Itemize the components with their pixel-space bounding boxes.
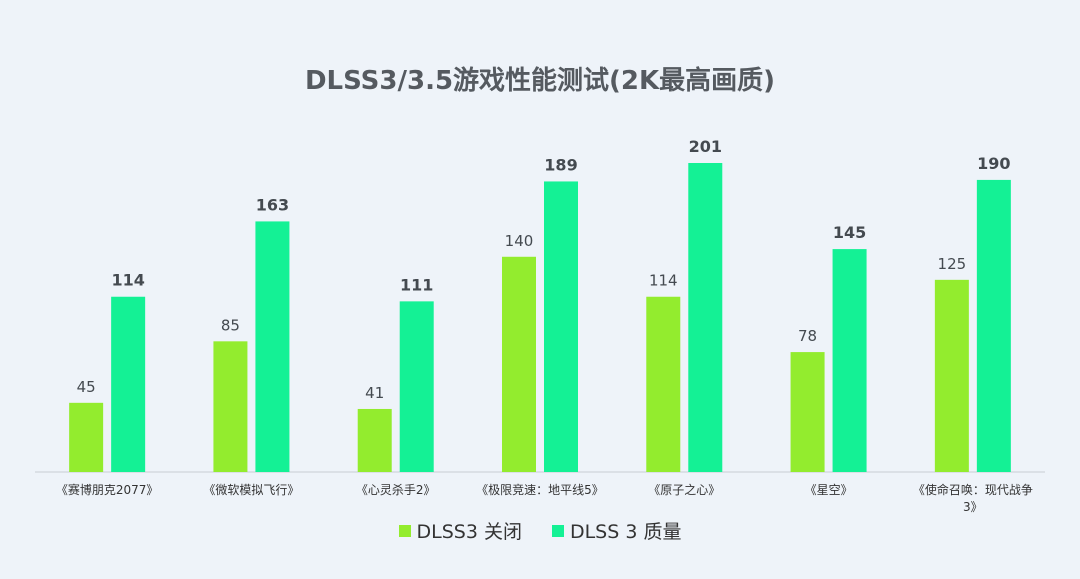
data-label: 114 bbox=[111, 271, 144, 290]
legend: DLSS3 关闭 DLSS 3 质量 bbox=[0, 517, 1080, 544]
bar-dlss-quality bbox=[544, 181, 578, 472]
data-label: 111 bbox=[400, 275, 433, 294]
data-label: 189 bbox=[544, 155, 577, 174]
bar-dlss-quality bbox=[111, 296, 146, 472]
category-label: 《心灵杀手2》 bbox=[356, 482, 436, 497]
legend-swatch-dlss-quality bbox=[551, 524, 564, 537]
bar-dlss-off bbox=[502, 256, 536, 472]
data-label: 45 bbox=[77, 378, 96, 396]
bar-dlss-off bbox=[213, 341, 248, 472]
bar-dlss-quality bbox=[255, 221, 290, 472]
bar-dlss-off bbox=[357, 408, 392, 472]
legend-item-dlss-quality: DLSS 3 质量 bbox=[551, 517, 682, 544]
category-label: 《使命召唤：现代战争 bbox=[913, 482, 1033, 497]
bar-dlss-quality bbox=[976, 179, 1011, 472]
data-label: 125 bbox=[938, 255, 967, 273]
legend-item-dlss-off: DLSS3 关闭 bbox=[398, 517, 522, 544]
bar-dlss-off bbox=[934, 279, 969, 472]
category-label: 《极限竞速：地平线5》 bbox=[476, 483, 604, 497]
data-label: 163 bbox=[256, 195, 289, 214]
data-label: 114 bbox=[649, 272, 678, 290]
bar-dlss-quality bbox=[832, 249, 867, 472]
data-label: 145 bbox=[833, 223, 866, 242]
legend-label-dlss-off: DLSS3 关闭 bbox=[416, 521, 522, 543]
category-label: 《赛博朋克2077》 bbox=[56, 482, 159, 497]
category-label: 《微软模拟飞行》 bbox=[203, 483, 299, 497]
bar-dlss-off bbox=[646, 296, 681, 472]
data-label: 85 bbox=[221, 316, 240, 334]
bar-dlss-quality bbox=[399, 301, 434, 472]
bar-dlss-quality bbox=[688, 163, 723, 472]
category-label: 3》 bbox=[963, 500, 983, 514]
data-label: 140 bbox=[505, 232, 534, 250]
data-label: 78 bbox=[798, 327, 817, 345]
category-label: 《原子之心》 bbox=[648, 483, 720, 497]
data-label: 41 bbox=[365, 384, 384, 402]
bar-dlss-off bbox=[790, 352, 825, 472]
data-label: 201 bbox=[689, 137, 722, 156]
category-label: 《星空》 bbox=[805, 483, 853, 497]
legend-swatch-dlss-off bbox=[398, 524, 411, 537]
data-label: 190 bbox=[977, 154, 1010, 173]
legend-label-dlss-quality: DLSS 3 质量 bbox=[569, 521, 682, 543]
bar-dlss-off bbox=[69, 402, 104, 472]
chart-title: DLSS3/3.5游戏性能测试(2K最高画质) bbox=[304, 66, 776, 96]
